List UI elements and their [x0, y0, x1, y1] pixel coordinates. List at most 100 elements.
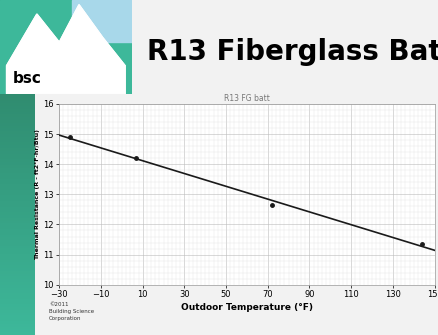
Bar	[0, 83, 35, 86]
Bar	[0, 262, 35, 265]
Bar	[0, 56, 35, 59]
Bar	[0, 223, 35, 226]
Bar	[0, 290, 35, 293]
Bar	[0, 268, 35, 271]
Y-axis label: Thermal Resistance (R - ft2°F·hr/Btu): Thermal Resistance (R - ft2°F·hr/Btu)	[35, 129, 40, 260]
Bar	[0, 159, 35, 162]
Bar	[0, 5, 35, 8]
Bar	[0, 2, 35, 6]
Bar	[0, 161, 35, 165]
Bar	[0, 215, 35, 218]
Polygon shape	[7, 5, 125, 94]
Bar	[0, 304, 35, 307]
Text: ©2011
Building Science
Corporation: ©2011 Building Science Corporation	[49, 302, 94, 321]
Bar	[0, 254, 35, 257]
Bar	[0, 27, 35, 31]
Bar	[0, 134, 35, 137]
Title: R13 FG batt: R13 FG batt	[223, 94, 269, 103]
Bar	[0, 187, 35, 190]
Bar	[0, 282, 35, 285]
Bar	[0, 279, 35, 282]
Bar	[0, 226, 35, 229]
Bar	[0, 326, 35, 329]
Bar	[0, 64, 35, 67]
Bar	[0, 173, 35, 176]
X-axis label: Outdoor Temperature (°F): Outdoor Temperature (°F)	[180, 304, 312, 313]
Bar	[0, 125, 35, 128]
Bar	[0, 103, 35, 106]
Bar	[0, 16, 35, 19]
Bar	[0, 114, 35, 117]
Bar	[0, 240, 35, 243]
Bar	[0, 81, 35, 84]
Bar	[0, 167, 35, 170]
Bar	[0, 259, 35, 262]
Bar	[0, 315, 35, 318]
Bar	[0, 321, 35, 324]
Bar	[0, 276, 35, 279]
Bar	[0, 50, 35, 53]
Bar	[0, 324, 35, 327]
Bar	[0, 53, 35, 56]
Bar	[0, 44, 35, 48]
Bar	[0, 120, 35, 123]
Bar	[0, 248, 35, 251]
Bar	[0, 270, 35, 274]
Bar	[0, 117, 35, 120]
Bar	[0, 212, 35, 215]
Bar	[0, 181, 35, 184]
Bar	[0, 78, 35, 81]
Bar	[0, 231, 35, 234]
Bar	[0, 153, 35, 156]
Bar	[0, 265, 35, 268]
Bar	[0, 111, 35, 115]
Bar	[0, 156, 35, 159]
Bar	[0, 25, 35, 28]
Bar	[0, 178, 35, 182]
Bar	[0, 100, 35, 103]
Bar	[0, 109, 35, 112]
Bar	[0, 234, 35, 237]
Bar	[0, 220, 35, 223]
Bar	[0, 237, 35, 240]
Text: R13 Fiberglass Batt: R13 Fiberglass Batt	[147, 38, 438, 66]
Bar	[0, 310, 35, 313]
Bar	[0, 251, 35, 254]
Bar	[0, 217, 35, 220]
Bar	[0, 47, 35, 50]
Bar	[0, 123, 35, 126]
Bar	[0, 86, 35, 89]
Bar	[0, 209, 35, 212]
Bar	[0, 329, 35, 332]
Bar	[0, 128, 35, 131]
Bar	[0, 198, 35, 201]
Bar	[0, 36, 35, 39]
Bar	[0, 58, 35, 61]
Bar	[0, 243, 35, 246]
Bar	[0, 307, 35, 310]
Bar	[0, 75, 35, 78]
Bar	[0, 284, 35, 287]
Bar	[0, 245, 35, 249]
Bar	[72, 0, 131, 42]
Polygon shape	[7, 5, 125, 94]
Bar	[0, 8, 35, 11]
Bar	[0, 19, 35, 22]
Bar	[0, 136, 35, 140]
Bar	[0, 203, 35, 207]
Bar	[0, 164, 35, 168]
Bar	[0, 301, 35, 304]
Bar	[0, 22, 35, 25]
Bar	[0, 11, 35, 14]
Bar	[0, 106, 35, 109]
Bar	[0, 170, 35, 173]
Bar	[0, 139, 35, 142]
Bar	[0, 148, 35, 151]
Text: bsc: bsc	[13, 71, 42, 86]
Bar	[0, 195, 35, 198]
Bar	[0, 67, 35, 70]
Bar	[0, 228, 35, 232]
Bar	[0, 30, 35, 34]
Bar	[0, 184, 35, 187]
Bar	[0, 39, 35, 42]
